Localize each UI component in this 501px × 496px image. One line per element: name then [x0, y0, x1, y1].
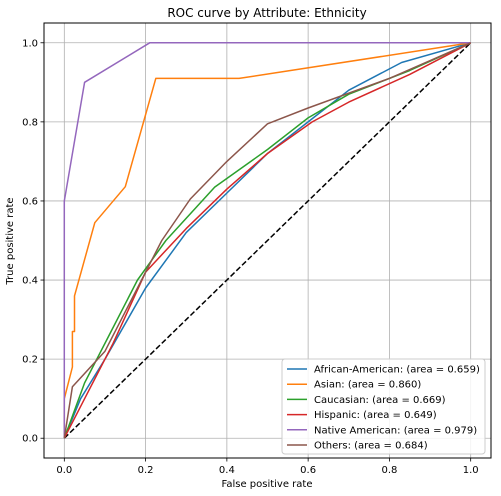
series-line [63, 42, 472, 439]
x-tick-label: 0.2 [138, 465, 154, 476]
chart-title: ROC curve by Attribute: Ethnicity [167, 6, 366, 20]
series-line [63, 42, 471, 439]
y-tick-label: 1.0 [22, 38, 38, 49]
legend-entry: Native American: (area = 0.979) [314, 425, 477, 436]
x-tick-label: 0.4 [219, 465, 235, 476]
y-axis-label: True positive rate [5, 197, 16, 285]
tick-layer: 0.0 0.2 0.4 0.6 0.8 1.0 0.0 0.2 0.4 0.6 0.8 1.0 [22, 38, 479, 476]
grid [44, 23, 491, 458]
y-tick-label: 0.4 [22, 276, 38, 287]
x-tick-label: 0.0 [56, 465, 72, 476]
plot-frame [43, 22, 492, 459]
series-line [63, 42, 472, 439]
y-tick-label: 0.6 [22, 196, 38, 207]
series-line [63, 42, 471, 439]
x-axis-label: False positive rate [222, 479, 313, 490]
legend-items: African-American: (area = 0.659) Asian: (… [287, 365, 480, 452]
legend-entry: Others: (area = 0.684) [314, 441, 428, 452]
x-tick-label: 0.6 [300, 465, 316, 476]
series-layer [63, 42, 472, 439]
x-tick-label: 0.8 [381, 465, 397, 476]
reference-diagonal-line [63, 42, 472, 439]
x-tick-label: 1.0 [463, 465, 479, 476]
y-tick-label: 0.8 [22, 117, 38, 128]
legend-entry: Asian: (area = 0.860) [314, 380, 421, 391]
legend-entry: Caucasian: (area = 0.669) [314, 395, 446, 406]
legend-entry: African-American: (area = 0.659) [314, 365, 480, 376]
legend: African-American: (area = 0.659) Asian: (… [281, 358, 486, 455]
legend-box [281, 358, 486, 455]
y-tick-label: 0.2 [22, 355, 38, 366]
legend-entry: Hispanic: (area = 0.649) [314, 410, 437, 421]
series-line [63, 42, 471, 439]
reference-line-layer [63, 42, 472, 439]
y-tick-label: 0.0 [22, 434, 38, 445]
